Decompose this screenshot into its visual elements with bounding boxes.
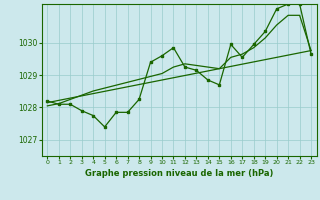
X-axis label: Graphe pression niveau de la mer (hPa): Graphe pression niveau de la mer (hPa) bbox=[85, 169, 273, 178]
